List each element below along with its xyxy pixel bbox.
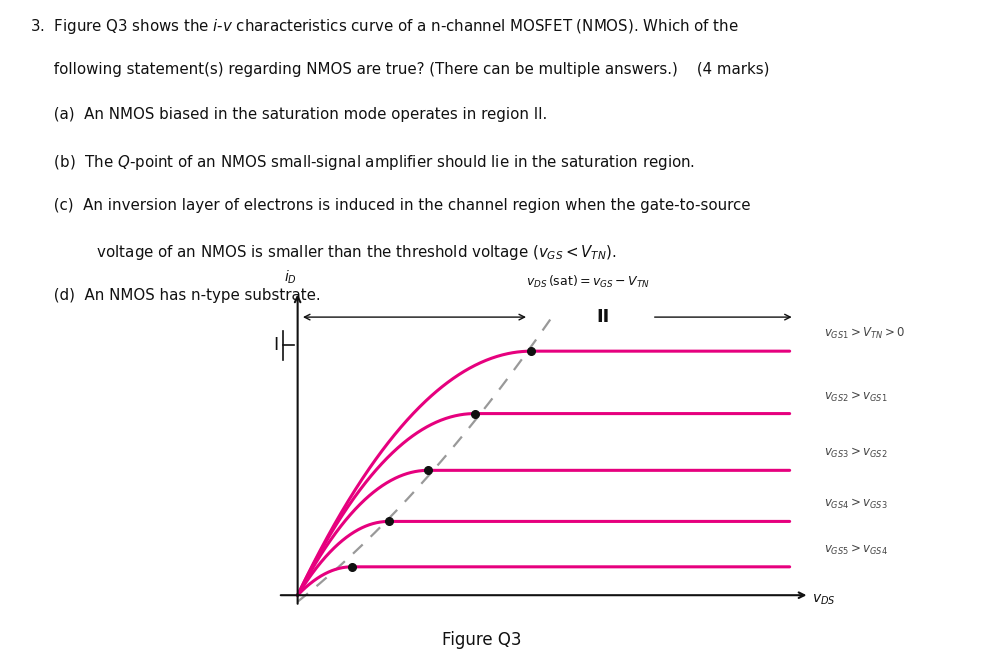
- Text: $v_{DS}$: $v_{DS}$: [812, 592, 835, 607]
- Text: (b)  The $Q$-point of an NMOS small-signal amplifier should lie in the saturatio: (b) The $Q$-point of an NMOS small-signa…: [30, 153, 695, 172]
- Text: II: II: [596, 308, 610, 326]
- Text: (a)  An NMOS biased in the saturation mode operates in region II.: (a) An NMOS biased in the saturation mod…: [30, 107, 547, 123]
- Text: $v_{DS}\,(\mathrm{sat}) = v_{GS} - V_{TN}$: $v_{DS}\,(\mathrm{sat}) = v_{GS} - V_{TN…: [526, 274, 650, 290]
- Text: $i_D$: $i_D$: [284, 268, 297, 286]
- Text: following statement(s) regarding NMOS are true? (There can be multiple answers.): following statement(s) regarding NMOS ar…: [30, 62, 770, 77]
- Text: $v_{GS1} > V_{TN} > 0$: $v_{GS1} > V_{TN} > 0$: [824, 326, 906, 341]
- Text: $v_{GS4} > v_{GS3}$: $v_{GS4} > v_{GS3}$: [824, 498, 888, 511]
- Text: (c)  An inversion layer of electrons is induced in the channel region when the g: (c) An inversion layer of electrons is i…: [30, 198, 751, 213]
- Text: (d)  An NMOS has n-type substrate.: (d) An NMOS has n-type substrate.: [30, 288, 321, 304]
- Text: Figure Q3: Figure Q3: [442, 631, 521, 649]
- Text: $v_{GS2} > v_{GS1}$: $v_{GS2} > v_{GS1}$: [824, 390, 888, 404]
- Text: $v_{GS3} > v_{GS2}$: $v_{GS3} > v_{GS2}$: [824, 446, 888, 460]
- Text: $v_{GS5} > v_{GS4}$: $v_{GS5} > v_{GS4}$: [824, 543, 888, 557]
- Text: I: I: [273, 336, 278, 354]
- Text: 3.  Figure Q3 shows the $i$-$v$ characteristics curve of a n-channel MOSFET (NMO: 3. Figure Q3 shows the $i$-$v$ character…: [30, 17, 739, 36]
- Text: voltage of an NMOS is smaller than the threshold voltage ($v_{GS} < V_{TN}$).: voltage of an NMOS is smaller than the t…: [30, 243, 617, 262]
